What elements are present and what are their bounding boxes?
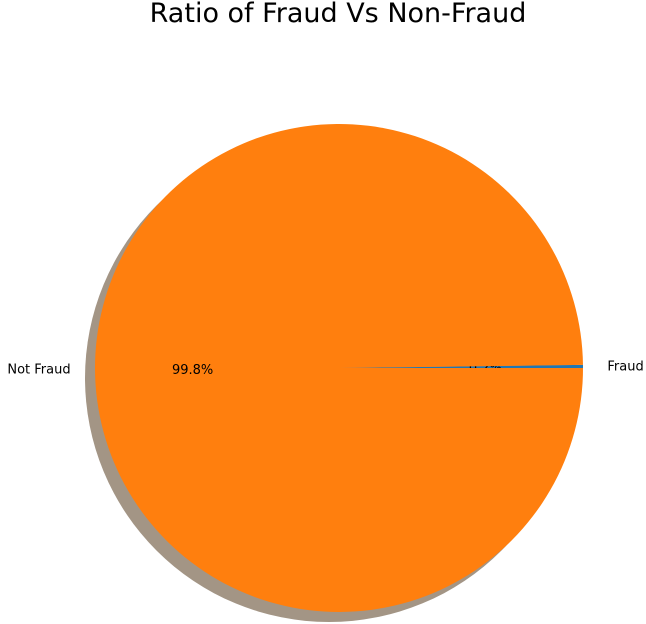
slice-label-not-fraud: Not Fraud — [7, 363, 70, 378]
slice-pct-not-fraud: 99.8% — [172, 363, 213, 378]
slice-label-fraud: Fraud — [607, 359, 643, 374]
pie-slice-fraud — [339, 364, 583, 368]
pie-slice-not-fraud — [95, 124, 584, 613]
chart-title: Ratio of Fraud Vs Non-Fraud — [150, 0, 527, 29]
